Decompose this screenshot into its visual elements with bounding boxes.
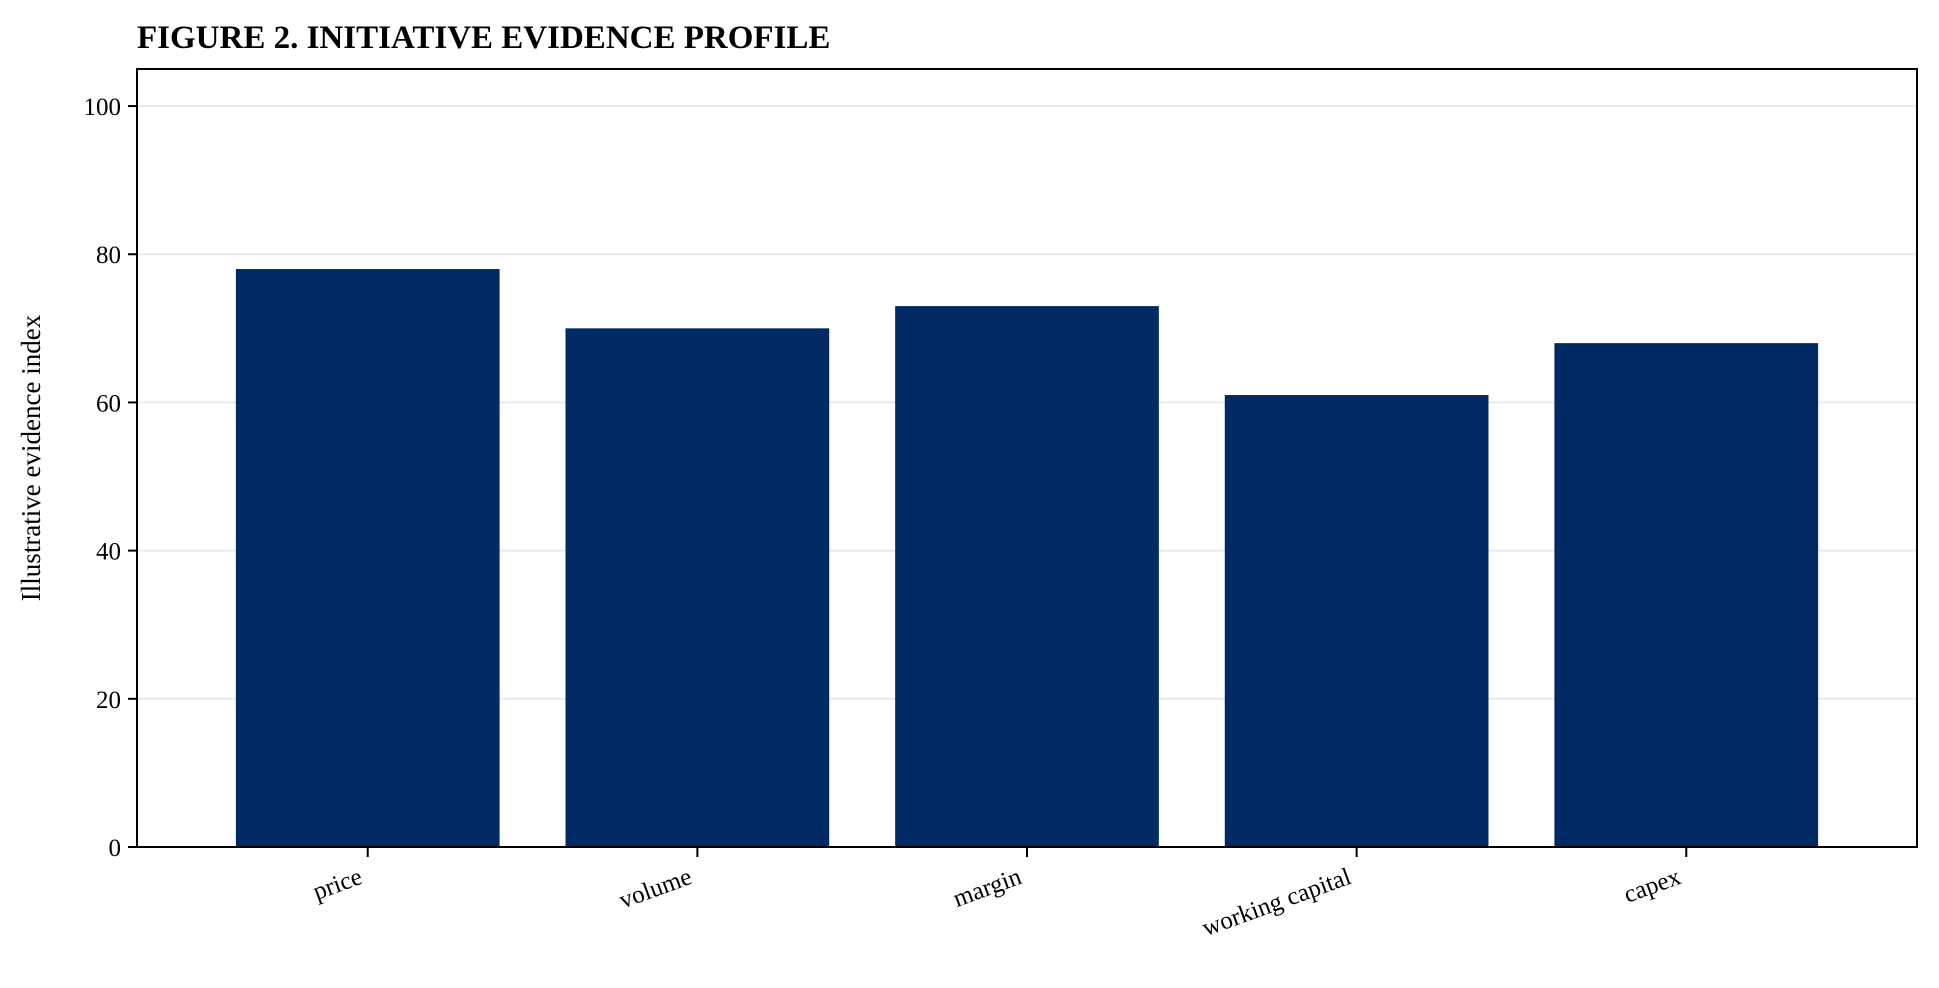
bars (235, 269, 1819, 848)
x-tick-label: capex (1620, 863, 1684, 908)
x-tick-label: volume (616, 863, 696, 914)
bar-capex (1554, 343, 1819, 847)
y-tick-label: 20 (96, 687, 121, 714)
bar-margin (895, 306, 1159, 848)
x-axis-ticks: price volume margin working capital capex (310, 847, 1688, 942)
x-tick-label: margin (950, 863, 1026, 913)
y-axis-label: Illustrative evidence index (16, 314, 46, 601)
y-tick-label: 60 (96, 390, 121, 417)
y-axis-ticks: 0 20 40 60 80 100 (84, 94, 137, 862)
bar-volume (565, 328, 830, 847)
x-tick-label: working capital (1199, 863, 1355, 942)
bar-price (235, 269, 500, 847)
chart-title: FIGURE 2. INITIATIVE EVIDENCE PROFILE (137, 20, 830, 56)
y-tick-label: 100 (84, 94, 122, 121)
y-tick-label: 40 (96, 539, 121, 566)
bar-working-capital (1224, 395, 1489, 847)
x-tick-label: price (310, 863, 366, 905)
y-tick-label: 0 (109, 835, 122, 862)
y-tick-label: 80 (96, 242, 121, 269)
